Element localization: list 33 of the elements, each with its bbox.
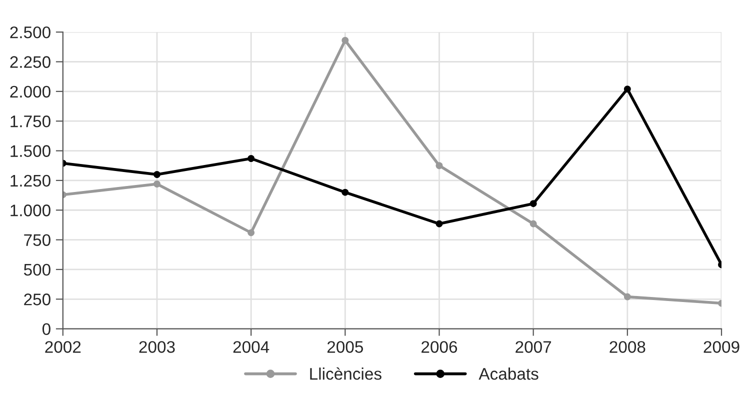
point [436, 220, 443, 228]
x-tick-label: 2006 [422, 341, 458, 353]
x-tick-label: 2002 [45, 341, 81, 353]
y-tick-label: 1.250 [10, 174, 50, 187]
point [530, 200, 537, 208]
y-tick-label: 1.750 [10, 116, 50, 128]
point [624, 293, 631, 300]
y-tick-label: 750 [24, 234, 50, 246]
legend-label: Llicències [310, 367, 382, 380]
y-tick-label: 1.000 [10, 204, 50, 216]
point [342, 36, 349, 44]
point [248, 229, 255, 236]
x-tick-label: 2004 [233, 341, 270, 353]
y-tick-label: 2.500 [10, 26, 50, 38]
y-tick-label: 250 [24, 294, 50, 306]
y-tick-label: 2.000 [10, 86, 50, 98]
y-tick-label: 1.500 [10, 145, 50, 157]
x-tick-label: 2009 [704, 341, 740, 353]
point [154, 171, 160, 178]
point [624, 86, 631, 93]
x-tick-label: 2005 [327, 341, 363, 353]
point [436, 162, 443, 170]
legend-label: Acabats [478, 368, 538, 380]
point [248, 155, 255, 162]
point [530, 220, 537, 228]
y-tick-label: 500 [24, 264, 50, 276]
point [342, 188, 349, 196]
point [154, 180, 160, 188]
y-tick-label: 2.250 [10, 56, 50, 68]
x-tick-label: 2008 [610, 341, 646, 353]
x-tick-label: 2003 [139, 341, 175, 353]
y-tick-label: 0 [42, 323, 50, 336]
x-tick-label: 2007 [516, 341, 552, 353]
